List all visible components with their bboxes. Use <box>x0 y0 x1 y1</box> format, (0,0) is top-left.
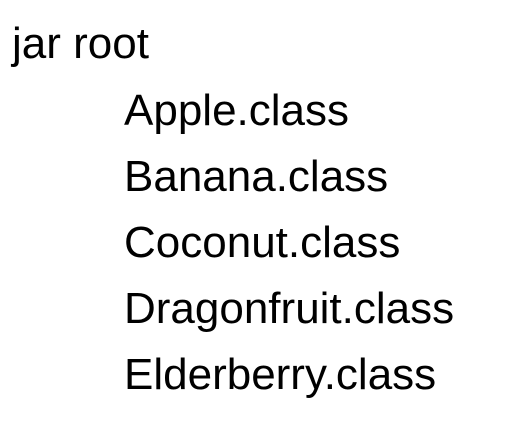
tree-item-elderberry: Elderberry.class <box>124 350 437 399</box>
tree-children: Apple.class Banana.class Coconut.class D… <box>124 78 454 408</box>
tree-root-label: jar root <box>12 19 149 68</box>
tree-item-banana: Banana.class <box>124 152 389 201</box>
tree-item-coconut: Coconut.class <box>124 218 401 267</box>
tree-item-dragonfruit: Dragonfruit.class <box>124 284 455 333</box>
tree-item-apple: Apple.class <box>124 86 350 135</box>
